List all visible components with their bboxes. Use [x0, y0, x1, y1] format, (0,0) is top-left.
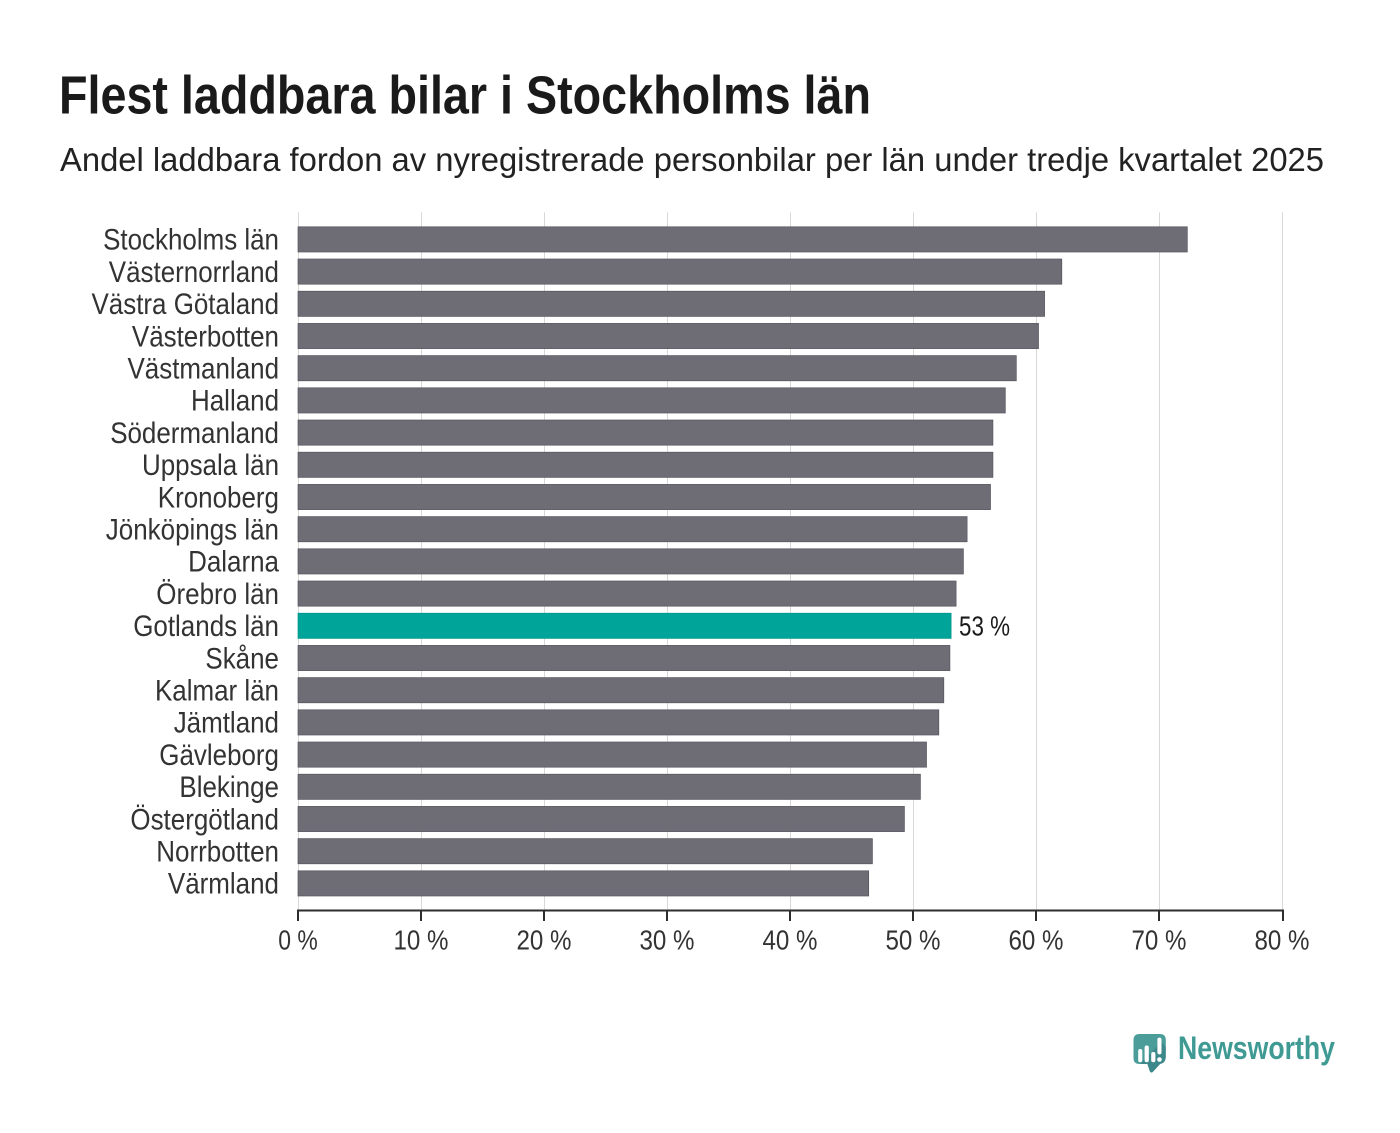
svg-text:Östergötland: Östergötland: [130, 803, 279, 836]
svg-text:Värmland: Värmland: [168, 868, 279, 901]
svg-text:Örebro län: Örebro län: [156, 578, 279, 611]
svg-text:Gotlands län: Gotlands län: [133, 610, 279, 643]
svg-text:Västerbotten: Västerbotten: [132, 320, 279, 353]
svg-text:80 %: 80 %: [1255, 925, 1310, 956]
svg-text:40 %: 40 %: [763, 925, 818, 956]
svg-text:Jönköpings län: Jönköpings län: [106, 514, 279, 547]
svg-text:Norrbotten: Norrbotten: [156, 836, 279, 869]
svg-text:Kalmar län: Kalmar län: [155, 675, 279, 708]
svg-text:50 %: 50 %: [886, 925, 941, 956]
svg-text:Kronoberg: Kronoberg: [158, 481, 279, 514]
svg-text:20 %: 20 %: [517, 925, 572, 956]
svg-text:Halland: Halland: [191, 385, 279, 418]
svg-text:0 %: 0 %: [278, 925, 318, 956]
svg-text:Uppsala län: Uppsala län: [142, 449, 279, 482]
svg-text:Gävleborg: Gävleborg: [159, 739, 279, 772]
svg-text:60 %: 60 %: [1009, 925, 1064, 956]
svg-text:Västra Götaland: Västra Götaland: [92, 288, 280, 321]
svg-text:70 %: 70 %: [1132, 925, 1187, 956]
svg-text:Skåne: Skåne: [205, 642, 279, 675]
svg-text:10 %: 10 %: [394, 925, 449, 956]
svg-text:Dalarna: Dalarna: [188, 546, 279, 579]
svg-text:Västmanland: Västmanland: [128, 353, 280, 386]
svg-text:30 %: 30 %: [640, 925, 695, 956]
svg-text:53 %: 53 %: [959, 611, 1010, 642]
svg-text:Södermanland: Södermanland: [110, 417, 279, 450]
svg-text:Flest laddbara bilar i Stockho: Flest laddbara bilar i Stockholms län: [59, 66, 871, 126]
svg-text:Newsworthy: Newsworthy: [1178, 1030, 1335, 1066]
svg-text:Blekinge: Blekinge: [179, 771, 279, 804]
svg-text:Västernorrland: Västernorrland: [109, 256, 279, 289]
svg-text:Stockholms län: Stockholms län: [103, 224, 279, 257]
svg-text:Jämtland: Jämtland: [174, 707, 279, 740]
svg-text:Andel laddbara fordon av nyreg: Andel laddbara fordon av nyregistrerade …: [60, 141, 1324, 178]
